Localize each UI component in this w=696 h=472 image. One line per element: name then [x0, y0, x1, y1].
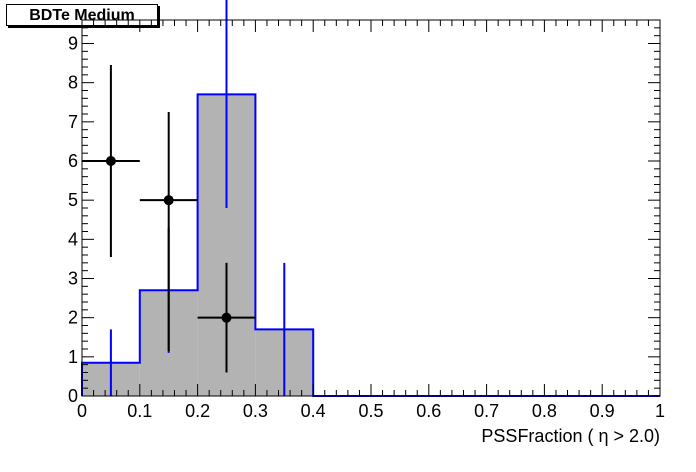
x-tick-label: 0.9: [590, 401, 615, 421]
y-tick-label: 4: [68, 229, 78, 249]
y-tick-label: 5: [68, 190, 78, 210]
data-point: [163, 195, 174, 206]
y-tick-label: 1: [68, 347, 78, 367]
x-tick-label: 0.6: [416, 401, 441, 421]
x-tick-label: 0.8: [532, 401, 557, 421]
x-tick-label: 0: [77, 401, 87, 421]
x-tick-label: 0.7: [474, 401, 499, 421]
x-tick-label: 0.5: [358, 401, 383, 421]
data-point: [221, 312, 232, 323]
y-tick-label: 3: [68, 269, 78, 289]
x-tick-label: 0.3: [243, 401, 268, 421]
y-tick-label: 8: [68, 73, 78, 93]
x-tick-label: 0.2: [185, 401, 210, 421]
y-tick-label: 7: [68, 112, 78, 132]
x-tick-label: 0.1: [127, 401, 152, 421]
y-tick-label: 6: [68, 151, 78, 171]
y-tick-label: 9: [68, 34, 78, 54]
x-axis-title: PSSFraction ( η > 2.0): [481, 426, 660, 446]
y-tick-label: 2: [68, 308, 78, 328]
x-tick-label: 1: [655, 401, 665, 421]
x-tick-label: 0.4: [301, 401, 326, 421]
data-point: [105, 156, 116, 166]
y-tick-label: 0: [68, 386, 78, 406]
axes-layer: 0 0.1 0.2 0.3 0.4 0.5 0.6 0.7 0.8 0.9 1 0 1 2 3 4 5 6 7 8 9: [68, 19, 665, 421]
